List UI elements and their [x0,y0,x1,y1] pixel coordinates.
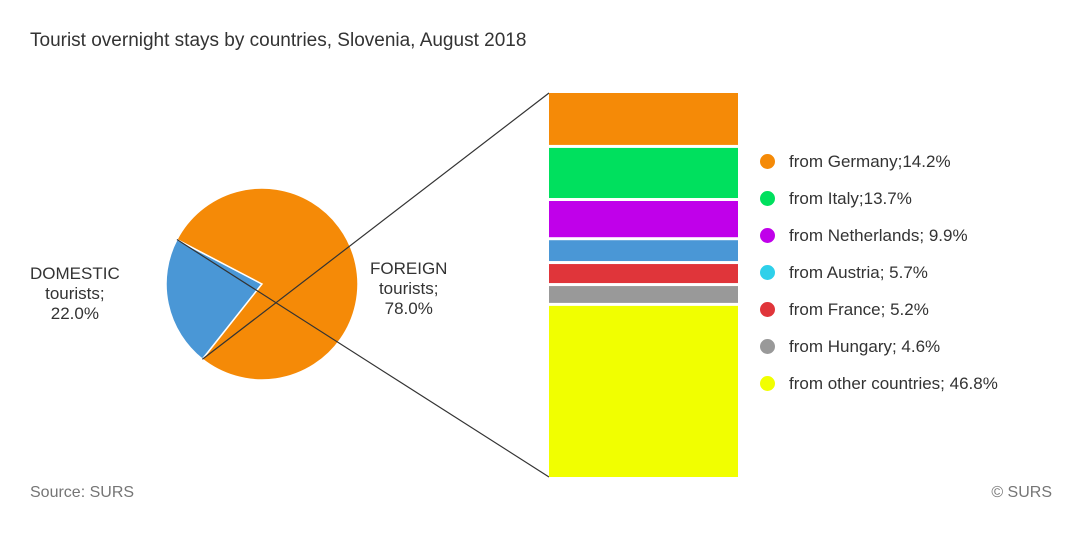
legend-swatch [760,376,775,391]
legend-label: from Germany;14.2% [789,151,951,171]
legend: from Germany;14.2% from Italy;13.7% from… [760,143,998,402]
chart-title: Tourist overnight stays by countries, Sl… [30,30,527,51]
breakdown-bar [549,93,738,477]
legend-swatch [760,154,775,169]
legend-item-germany: from Germany;14.2% [760,143,998,180]
source-note: Source: SURS [30,484,135,501]
bar-segment-hungary [549,286,738,303]
bar-segment-austria [549,240,738,262]
pie-slice-domestic [165,238,264,361]
pie-chart [165,187,359,381]
legend-label: from Italy;13.7% [789,188,912,208]
connector-line-top [202,92,550,360]
pie-label-domestic-line2: tourists; [45,284,105,303]
connector-lines [176,92,550,478]
copyright-note: © SURS [991,484,1052,501]
legend-item-austria: from Austria; 5.7% [760,254,998,291]
legend-item-netherlands: from Netherlands; 9.9% [760,217,998,254]
legend-swatch [760,191,775,206]
legend-swatch [760,302,775,317]
legend-item-other-countries: from other countries; 46.8% [760,365,998,402]
pie-label-domestic-line3: 22.0% [50,304,99,323]
legend-swatch [760,265,775,280]
pie-label-foreign-line2: tourists; [378,279,439,298]
pie-label-domestic: DOMESTIC tourists; 22.0% [30,264,120,324]
legend-item-france: from France; 5.2% [760,291,998,328]
legend-label: from France; 5.2% [789,299,929,319]
pie-slice-foreign [175,187,359,381]
bar-segment-netherlands [549,201,738,238]
bar-segment-germany [549,93,738,145]
connector-line-bottom [176,239,550,478]
legend-swatch [760,339,775,354]
legend-label: from Netherlands; 9.9% [789,225,968,245]
pie-label-domestic-line1: DOMESTIC [30,264,120,283]
legend-label: from Austria; 5.7% [789,262,928,282]
legend-item-italy: from Italy;13.7% [760,180,998,217]
bar-segment-italy [549,147,738,199]
legend-swatch [760,228,775,243]
legend-label: from Hungary; 4.6% [789,336,941,356]
pie-label-foreign-line1: FOREIGN [370,259,448,278]
legend-label: from other countries; 46.8% [789,373,998,393]
bar-segment-other-countries [549,305,738,477]
pie-label-foreign: FOREIGN tourists; 78.0% [370,259,447,319]
legend-item-hungary: from Hungary; 4.6% [760,328,998,365]
pie-label-foreign-line3: 78.0% [384,299,433,318]
bar-segment-france [549,264,738,284]
